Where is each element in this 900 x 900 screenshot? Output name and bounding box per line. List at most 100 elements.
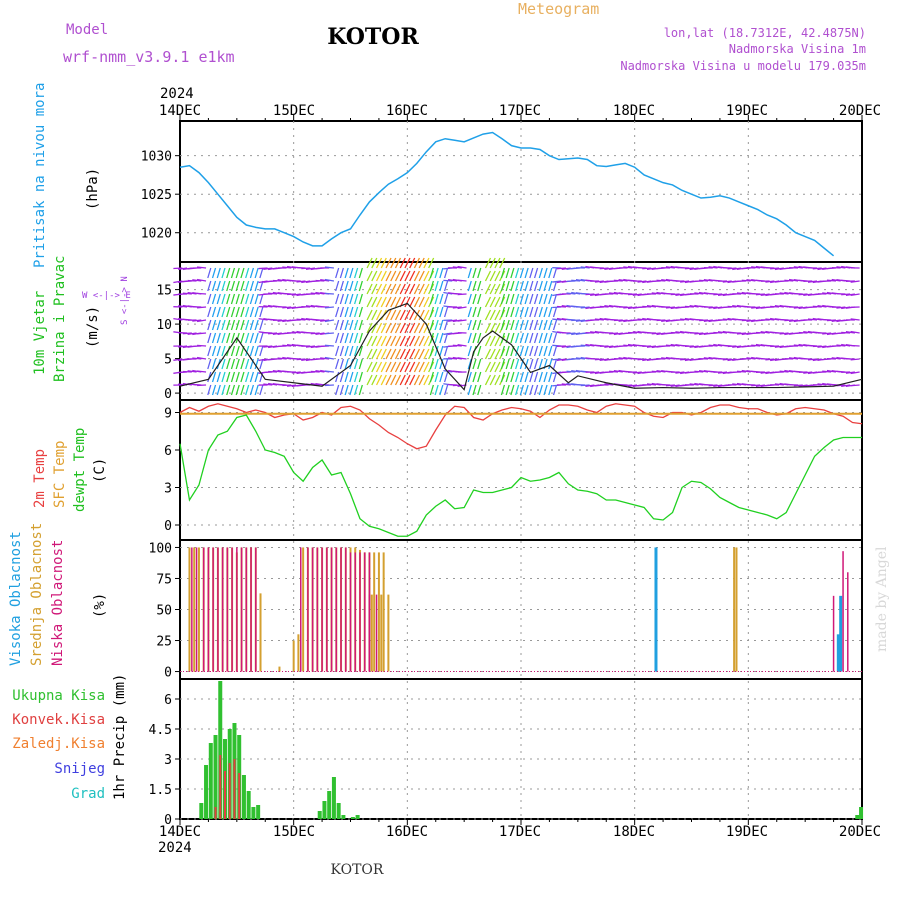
wind-vector [439,319,444,331]
precip-bar-total [256,805,261,819]
wind-vector [335,319,340,331]
wind-vector [665,306,675,309]
wind-vector [472,332,477,344]
wind-vector [221,358,226,370]
wind-vector [543,384,548,396]
wind-vector [230,306,236,318]
wind-vector [221,306,226,318]
temp-unit: (C) [92,458,108,483]
wind-vector [548,267,553,279]
wind-vector [538,319,543,331]
wind-vector [571,369,581,373]
wind-vector [196,306,207,309]
wind-vector [732,345,742,348]
wind-vector [472,293,477,305]
wind-vector [240,293,245,305]
cloud-bar-low [832,595,835,672]
cloud-bar-high [654,547,658,672]
wind-vector [484,270,492,282]
wind-vector [708,306,718,309]
wind-vector [423,322,430,334]
wind-vector [173,267,183,270]
wind-vector [301,317,311,321]
wind-vector [519,293,524,305]
wind-vector [850,318,860,321]
wind-speed-line [179,302,863,391]
wind-vector [500,293,506,305]
wind-vector [543,345,548,357]
wind-vector [510,384,515,396]
wind-vector [609,370,619,373]
wind-vector [353,384,359,396]
wind-vector [741,369,751,373]
wind-vector [349,332,354,344]
wind-vector [845,371,855,374]
wind-vector [254,345,259,357]
wind-vector [434,319,439,331]
wind-vector [207,332,212,344]
wind-vector [245,293,250,305]
wind-vector [315,332,325,336]
precip-bar-convective [233,759,236,819]
wind-vector [505,345,510,357]
cloud-bar-low [326,547,328,672]
wind-vector [500,280,506,292]
cloud-bar-low [231,547,233,672]
wind-vector [366,270,373,282]
wind-vector [291,293,301,296]
wind-vector [418,348,425,360]
wind-vector [524,306,529,318]
axis-ticks: 1020 1025 1030 0 5 10 15 0 3 6 9 0 25 50 75 100 0 1.5 3 4.5… [141,115,863,828]
wind-vector [207,293,212,305]
wind-vector [529,371,534,383]
wind-vector [443,306,449,318]
cloud-bar-mid [302,547,305,672]
wind-vector [755,343,766,347]
wind-vector [661,278,671,282]
wind-vector [751,306,761,309]
wind-vector [599,305,609,308]
wind-vector [286,343,297,347]
time-label: 16DEC [386,103,428,119]
wind-vector [207,384,212,396]
wind-vector [529,280,534,292]
wind-vector [178,267,188,270]
wind-vector [434,384,439,396]
wind-vector [494,361,501,373]
wind-vector [613,332,623,336]
wind-vector [192,279,202,282]
wind-vector [580,306,590,309]
wind-vector [538,280,543,292]
wind-vector [798,384,808,388]
wind-vector [254,319,259,331]
wind-vector [552,306,558,318]
wind-vector [245,384,250,396]
wind-vector [413,361,421,373]
wind-vector [254,371,259,383]
wind-vector [467,280,472,292]
wind-vector [240,371,245,383]
wind-vector [211,345,217,357]
wind-vector [240,267,245,279]
precip-legend-total: Ukupna Kisa [12,688,105,704]
wind-vector [500,345,506,357]
wind-vector [429,267,435,279]
wind-vector [656,279,666,282]
wind-vector [439,332,444,344]
wind-vector [510,319,515,331]
wind-vector [642,305,652,308]
wind-vector [399,361,406,373]
wind-vector [822,292,832,295]
wind-vector [235,358,240,370]
wind-vector [259,345,264,357]
wind-vector [245,332,250,344]
wind-vector [404,283,411,295]
wind-vector [423,296,430,308]
y-tick-label: 25 [156,635,172,650]
wind-vector [249,384,255,396]
wind-vector [585,384,595,388]
wind-vector [385,309,392,321]
credit-text: made by Angel [874,546,890,652]
wind-vector [590,371,600,374]
wind-vector [267,382,278,386]
